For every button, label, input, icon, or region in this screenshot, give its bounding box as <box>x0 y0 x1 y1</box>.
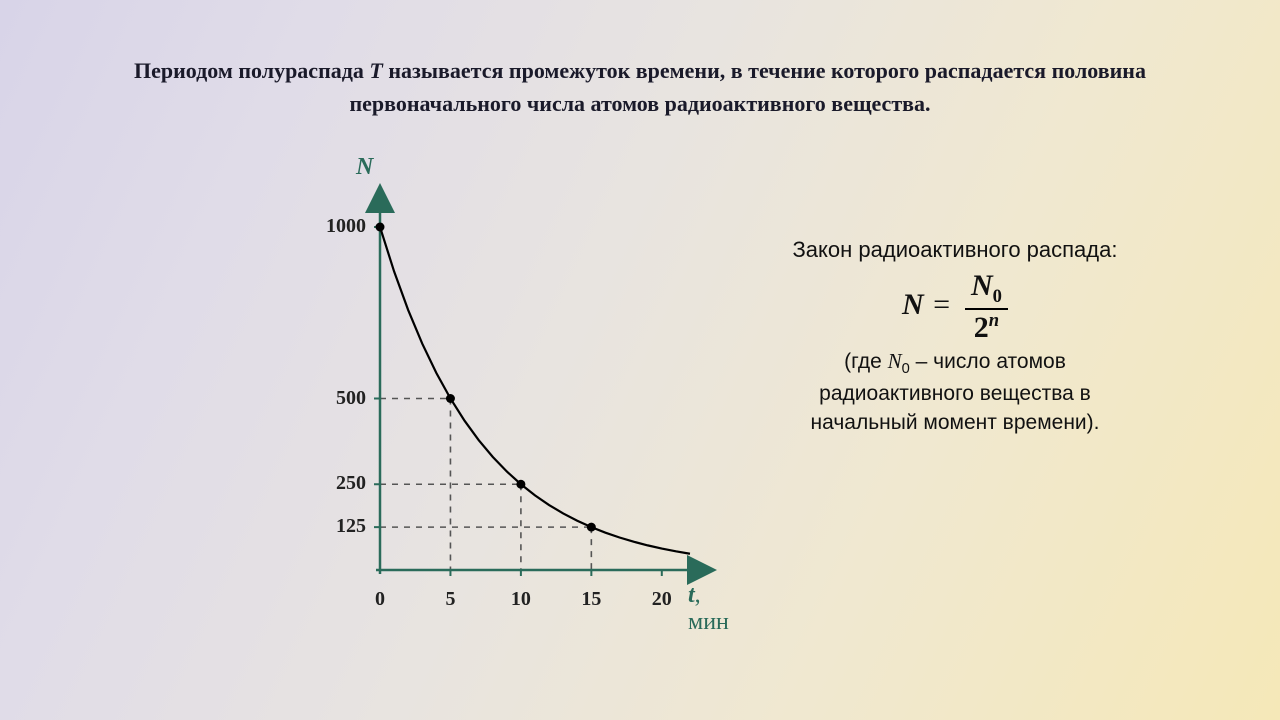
law-panel: Закон радиоактивного распада: N = N0 2n … <box>765 235 1145 437</box>
formula-num-sub: 0 <box>993 286 1002 307</box>
definition-part2: называется промежуток времени, в течение… <box>383 58 1146 83</box>
expl-var: N <box>888 349 902 373</box>
definition-line2: первоначального числа атомов радиоактивн… <box>349 91 930 116</box>
formula-num-var: N <box>971 269 993 302</box>
formula-den-exp: n <box>989 310 999 331</box>
y-tick-label: 1000 <box>306 215 366 238</box>
definition-part1: Периодом полураспада <box>134 58 369 83</box>
expl-open: (где <box>844 350 887 373</box>
x-tick-label: 5 <box>430 588 470 611</box>
definition-T: T <box>369 58 382 83</box>
expl-sub: 0 <box>902 361 910 377</box>
x-axis-unit: , мин <box>688 582 729 635</box>
x-tick-label: 10 <box>501 588 541 611</box>
x-axis-label: t, мин <box>688 582 730 636</box>
formula-den-base: 2 <box>974 311 989 344</box>
y-tick-label: 250 <box>306 472 366 495</box>
law-explanation: (где N0 – число атомов радиоактивного ве… <box>765 347 1145 437</box>
x-axis-var: t <box>688 582 695 608</box>
y-tick-label: 125 <box>306 515 366 538</box>
x-tick-label: 20 <box>642 588 682 611</box>
law-formula: N = N0 2n <box>765 271 1145 344</box>
decay-chart: N t, мин 100050025012505101520 <box>270 150 730 630</box>
formula-lhs: N <box>902 288 924 321</box>
y-axis-label: N <box>356 154 373 181</box>
law-title: Закон радиоактивного распада: <box>765 235 1145 265</box>
y-tick-label: 500 <box>306 387 366 410</box>
x-tick-label: 15 <box>571 588 611 611</box>
x-tick-label: 0 <box>360 588 400 611</box>
definition-text: Периодом полураспада T называется промеж… <box>0 54 1280 120</box>
